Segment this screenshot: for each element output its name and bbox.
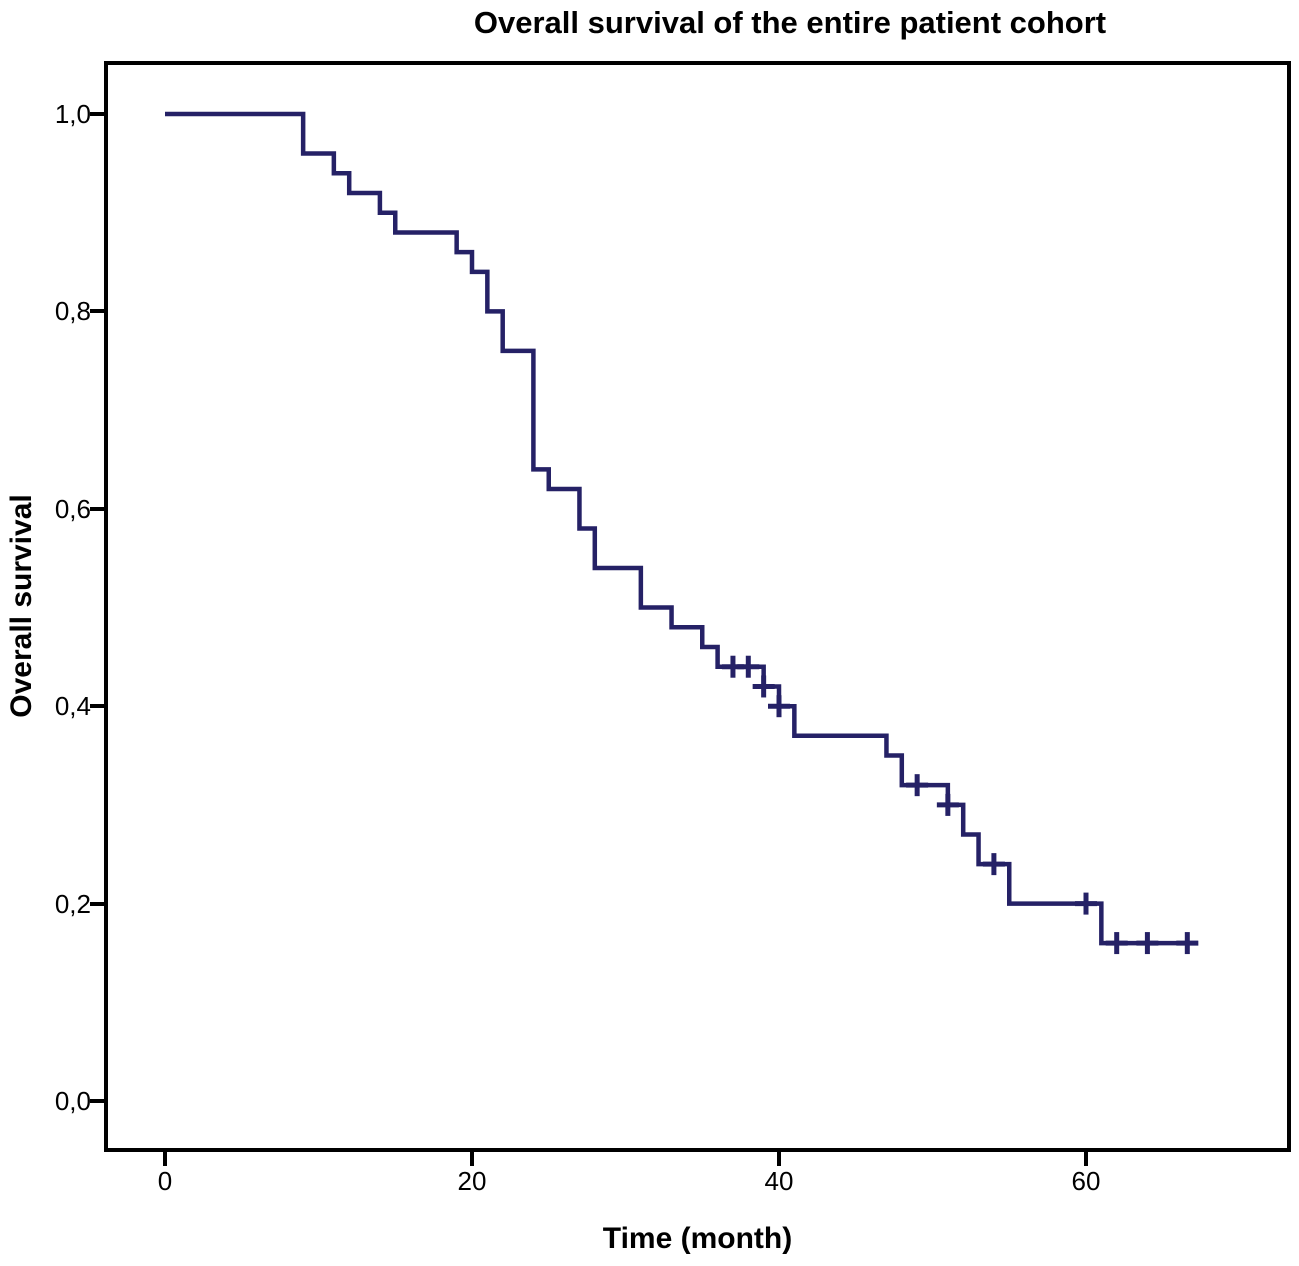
- y-tick-label: 0,8: [54, 296, 91, 327]
- y-tick-label: 0,0: [54, 1086, 91, 1116]
- y-tick-mark: [90, 506, 106, 511]
- plot-area-frame: [104, 61, 1291, 1152]
- x-tick-mark: [1084, 1150, 1088, 1166]
- y-axis-title: Overall survival: [5, 494, 38, 718]
- x-tick-label: 0: [157, 1166, 173, 1196]
- y-tick-label: 0,4: [54, 691, 91, 722]
- y-tick-label: 0,2: [54, 888, 91, 919]
- chart-title: Overall survival of the entire patient c…: [473, 5, 1107, 40]
- y-tick-mark: [90, 1099, 106, 1103]
- y-tick-label: 0,6: [54, 493, 91, 524]
- x-tick-label: 20: [457, 1166, 487, 1196]
- x-tick-mark: [470, 1150, 474, 1166]
- y-tick-mark: [90, 901, 106, 906]
- x-tick-label: 60: [1071, 1166, 1101, 1196]
- y-tick-label: 1,0: [54, 99, 91, 129]
- y-tick-mark: [90, 112, 106, 116]
- y-tick-mark: [90, 704, 106, 709]
- y-tick-mark: [90, 309, 106, 314]
- x-tick-label: 40: [764, 1166, 794, 1196]
- x-axis-title: Time (month): [602, 1222, 793, 1255]
- x-tick-mark: [163, 1150, 167, 1166]
- x-tick-mark: [777, 1150, 781, 1166]
